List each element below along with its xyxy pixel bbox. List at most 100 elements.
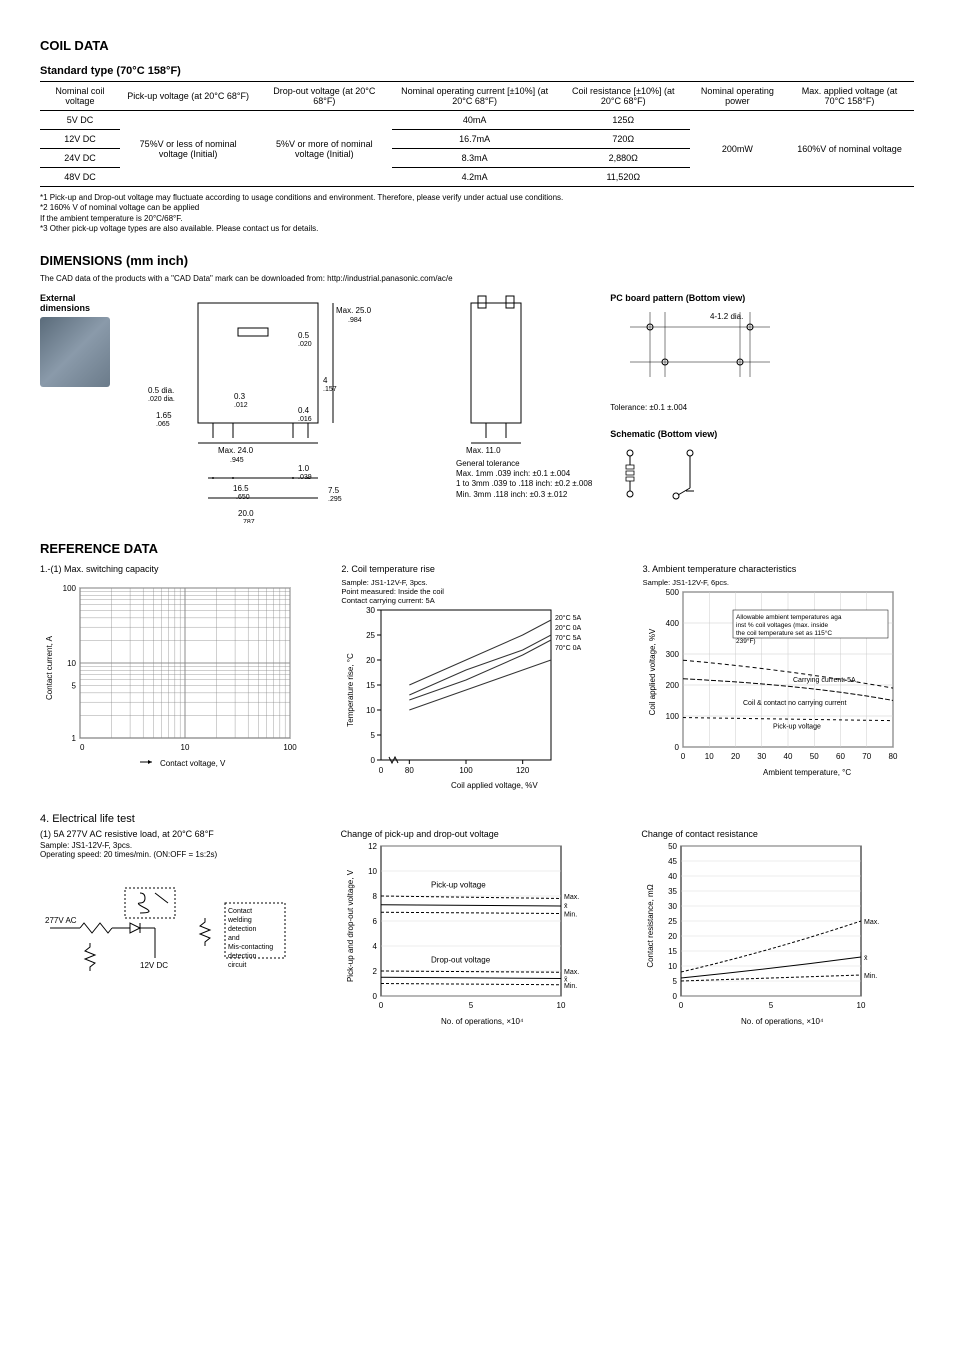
cad-note: The CAD data of the products with a "CAD… xyxy=(40,274,914,283)
svg-text:120: 120 xyxy=(516,766,530,775)
svg-text:10: 10 xyxy=(366,706,375,715)
svg-text:Pick-up voltage: Pick-up voltage xyxy=(773,723,821,730)
chart3-sub: Sample: JS1-12V-F, 6pcs. xyxy=(643,578,914,587)
svg-text:500: 500 xyxy=(665,588,679,597)
gen-tol: General tolerance Max. 1mm .039 inch: ±0… xyxy=(456,459,592,501)
svg-text:0: 0 xyxy=(80,743,85,752)
circuit-diagram: 277V AC12V DCContactweldingdetectionandM… xyxy=(40,863,300,993)
pcb-label: PC board pattern (Bottom view) xyxy=(610,293,810,303)
col-header: Nominal operating current [±10%] (at 20°… xyxy=(392,82,557,111)
svg-text:10: 10 xyxy=(67,659,76,668)
cell: 2,880Ω xyxy=(557,149,690,168)
cell: 5%V or more of nominal voltage (Initial) xyxy=(256,111,392,187)
svg-text:25: 25 xyxy=(366,631,375,640)
svg-text:x̄: x̄ xyxy=(864,955,868,962)
chart2-sub: Sample: JS1-12V-F, 3pcs. Point measured:… xyxy=(341,578,612,605)
elec-title: 4. Electrical life test xyxy=(40,813,914,825)
svg-text:Pick-up and drop-out voltage,: Pick-up and drop-out voltage, V xyxy=(346,869,355,982)
chart1: 0101001510100Contact voltage, VContact c… xyxy=(40,578,300,778)
svg-text:x̄: x̄ xyxy=(564,902,568,909)
svg-text:30: 30 xyxy=(366,606,375,615)
svg-text:45: 45 xyxy=(668,857,677,866)
svg-text:Allowable ambient temperatures: Allowable ambient temperatures aga xyxy=(736,614,842,621)
svg-text:Max. 24.0: Max. 24.0 xyxy=(218,446,254,455)
col-header: Pick-up voltage (at 20°C 68°F) xyxy=(120,82,256,111)
svg-text:70: 70 xyxy=(862,752,871,761)
svg-text:1: 1 xyxy=(72,734,77,743)
cell: 4.2mA xyxy=(392,168,557,187)
svg-text:Contact: Contact xyxy=(228,908,252,915)
svg-text:Max.: Max. xyxy=(564,969,579,976)
svg-text:.157: .157 xyxy=(323,386,337,393)
svg-text:.650: .650 xyxy=(236,494,250,501)
svg-text:40: 40 xyxy=(668,872,677,881)
svg-text:Contact current, A: Contact current, A xyxy=(45,635,54,700)
chart-pickup: 0510024681012Pick-up voltageMax.x̄Min.Dr… xyxy=(341,841,601,1031)
coil-table: Nominal coil voltagePick-up voltage (at … xyxy=(40,81,914,187)
svg-text:12V DC: 12V DC xyxy=(140,961,168,970)
svg-text:.787: .787 xyxy=(241,519,255,523)
chart2: 05101520253080100120020°C 5A20°C 0A70°C … xyxy=(341,605,601,790)
svg-text:0.4: 0.4 xyxy=(298,406,310,415)
svg-text:0: 0 xyxy=(378,1001,383,1010)
col-header: Nominal operating power xyxy=(690,82,785,111)
svg-text:70°C 5A: 70°C 5A xyxy=(555,634,581,642)
front-side-drawing: Max. 25.0 .984 Max. 24.0 .945 0.5 .020 4… xyxy=(138,293,438,523)
svg-text:50: 50 xyxy=(809,752,818,761)
svg-text:1.65: 1.65 xyxy=(156,411,172,420)
svg-text:4-1.2 dia.: 4-1.2 dia. xyxy=(710,312,743,321)
svg-text:25: 25 xyxy=(668,917,677,926)
svg-text:40: 40 xyxy=(783,752,792,761)
schem-label: Schematic (Bottom view) xyxy=(610,429,810,439)
svg-text:10: 10 xyxy=(181,743,190,752)
chart1-title: 1.-(1) Max. switching capacity xyxy=(40,564,311,574)
svg-text:2: 2 xyxy=(372,967,377,976)
svg-text:277V AC: 277V AC xyxy=(45,916,77,925)
svg-text:Min.: Min. xyxy=(564,982,577,989)
svg-text:No. of operations, ×10⁴: No. of operations, ×10⁴ xyxy=(741,1017,824,1026)
cell: 8.3mA xyxy=(392,149,557,168)
svg-text:Mis-contacting: Mis-contacting xyxy=(228,944,273,951)
svg-text:Pick-up voltage: Pick-up voltage xyxy=(431,880,486,889)
svg-text:.020 dia.: .020 dia. xyxy=(148,396,175,403)
svg-text:400: 400 xyxy=(665,619,679,628)
cell: 125Ω xyxy=(557,111,690,130)
svg-text:Max.: Max. xyxy=(864,919,879,926)
col-header: Nominal coil voltage xyxy=(40,82,120,111)
svg-text:Drop-out voltage: Drop-out voltage xyxy=(431,955,491,964)
svg-text:Temperature rise, °C: Temperature rise, °C xyxy=(346,653,355,727)
svg-text:20.0: 20.0 xyxy=(238,509,254,518)
col-header: Max. applied voltage (at 70°C 158°F) xyxy=(785,82,914,111)
svg-text:0: 0 xyxy=(680,752,685,761)
col-header: Coil resistance [±10%] (at 20°C 68°F) xyxy=(557,82,690,111)
svg-text:15: 15 xyxy=(366,681,375,690)
svg-text:detection: detection xyxy=(228,953,257,960)
cell: 11,520Ω xyxy=(557,168,690,187)
svg-text:10: 10 xyxy=(556,1001,565,1010)
svg-text:50: 50 xyxy=(668,842,677,851)
svg-text:0: 0 xyxy=(371,756,376,765)
cell: 5V DC xyxy=(40,111,120,130)
svg-text:0: 0 xyxy=(379,766,384,775)
svg-text:0: 0 xyxy=(674,743,679,752)
col-header: Drop-out voltage (at 20°C 68°F) xyxy=(256,82,392,111)
svg-text:0.5: 0.5 xyxy=(298,331,310,340)
svg-text:5: 5 xyxy=(72,681,77,690)
cell: 720Ω xyxy=(557,130,690,149)
svg-text:.020: .020 xyxy=(298,341,312,348)
svg-text:0.3: 0.3 xyxy=(234,392,246,401)
svg-text:300: 300 xyxy=(665,650,679,659)
svg-text:10: 10 xyxy=(704,752,713,761)
ref-title: REFERENCE DATA xyxy=(40,541,914,556)
pcb-pattern: 4-1.2 dia. xyxy=(610,307,790,397)
svg-text:.945: .945 xyxy=(230,457,244,464)
cell: 24V DC xyxy=(40,149,120,168)
svg-text:20°C 0A: 20°C 0A xyxy=(555,624,581,632)
svg-text:35: 35 xyxy=(668,887,677,896)
svg-text:100: 100 xyxy=(283,743,297,752)
svg-text:20: 20 xyxy=(668,932,677,941)
svg-text:70°C 0A: 70°C 0A xyxy=(555,644,581,652)
svg-text:and: and xyxy=(228,935,240,942)
svg-text:4: 4 xyxy=(323,376,328,385)
svg-text:239°F): 239°F) xyxy=(736,637,756,645)
